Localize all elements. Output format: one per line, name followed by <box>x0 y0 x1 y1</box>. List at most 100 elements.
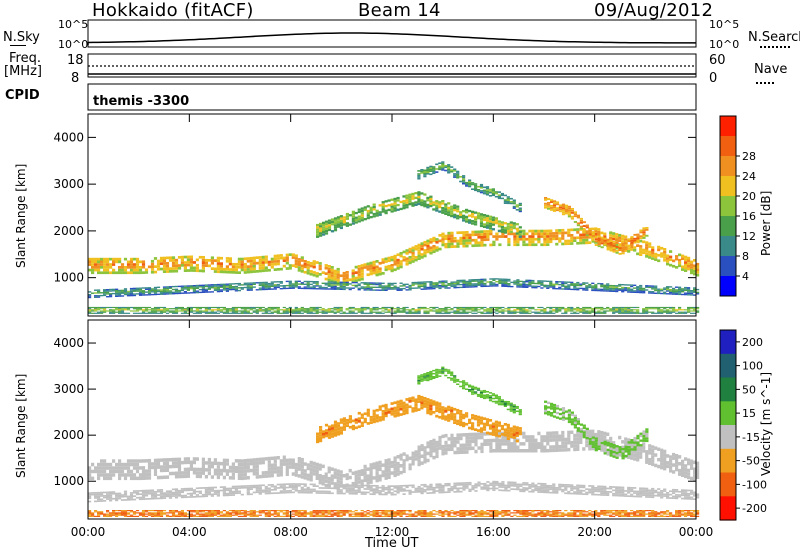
power-echo-cell <box>336 306 340 309</box>
power-echo-cell <box>555 231 559 235</box>
velocity-echo-cell <box>312 461 316 466</box>
power-echo-cell <box>687 259 691 263</box>
power-echo-cell <box>393 197 397 201</box>
power-echo-cell <box>657 312 661 314</box>
velocity-echo-cell <box>630 456 634 460</box>
velocity-echo-cell <box>411 455 415 459</box>
velocity-echo-cell <box>519 485 523 487</box>
power-echo-cell <box>351 281 355 284</box>
power-echo-cell <box>666 309 670 311</box>
power-echo-cell <box>231 308 235 310</box>
velocity-echo-cell <box>513 488 517 491</box>
power-echo-cell <box>360 264 364 267</box>
power-echo-cell <box>477 235 481 239</box>
power-echo-cell <box>570 281 574 284</box>
power-echo-cell <box>468 283 472 285</box>
power-echo-cell <box>288 253 292 256</box>
power-echo-cell <box>486 230 490 233</box>
velocity-echo-cell <box>141 466 146 470</box>
velocity-echo-cell <box>471 485 475 487</box>
power-echo-cell <box>687 306 691 309</box>
velocity-echo-cell <box>423 446 427 450</box>
power-echo-cell <box>588 229 592 232</box>
power-echo-cell <box>423 288 427 290</box>
power-echo-cell <box>165 291 170 294</box>
power-echo-cell <box>485 189 490 191</box>
velocity-echo-cell <box>375 478 379 483</box>
power-echo-cell <box>609 247 613 250</box>
velocity-echo-cell <box>468 432 472 437</box>
power-echo-cell <box>363 206 367 209</box>
power-echo-cell <box>405 249 409 252</box>
power-echo-cell <box>150 309 155 311</box>
power-echo-cell <box>549 229 553 233</box>
power-echo-cell <box>393 262 397 266</box>
velocity-echo-cell <box>207 464 211 469</box>
power-echo-cell <box>546 312 550 314</box>
velocity-echo-cell <box>603 435 607 439</box>
power-echo-cell <box>249 283 253 286</box>
power-echo-cell <box>246 306 250 309</box>
power-echo-cell <box>591 285 595 287</box>
power-echo-cell <box>100 311 104 313</box>
power-echo-cell <box>258 264 262 267</box>
power-echo-cell <box>618 312 622 314</box>
power-echo-cell <box>444 286 448 288</box>
velocity-echo-cell <box>351 471 355 475</box>
freq-label: Freq. <box>9 51 41 66</box>
power-echo-cell <box>261 261 265 264</box>
power-echo-cell <box>369 206 373 209</box>
power-echo-cell <box>351 272 355 275</box>
power-echo-cell <box>465 306 469 309</box>
power-echo-cell <box>390 282 394 285</box>
velocity-echo-cell <box>204 461 208 465</box>
velocity-echo-cell <box>186 496 190 498</box>
power-echo-cell <box>471 244 475 248</box>
power-echo-cell <box>648 245 652 248</box>
power-echo-cell <box>591 238 595 242</box>
velocity-echo-cell <box>531 489 535 491</box>
velocity-echo-cell <box>103 496 107 499</box>
power-echo-cell <box>162 264 167 268</box>
power-echo-cell <box>488 191 493 194</box>
power-echo-cell <box>192 306 196 309</box>
velocity-echo-cell <box>270 470 274 474</box>
power-echo-cell <box>518 207 522 210</box>
velocity-echo-cell <box>144 489 149 492</box>
power-echo-cell <box>234 265 238 269</box>
power-echo-cell <box>91 263 95 266</box>
velocity-echo-cell <box>558 434 562 438</box>
power-echo-cell <box>549 237 553 241</box>
velocity-echo-cell <box>204 493 208 496</box>
power-echo-cell <box>555 309 559 311</box>
power-echo-cell <box>606 286 610 288</box>
power-echo-cell <box>183 255 187 259</box>
power-echo-cell <box>324 312 328 314</box>
velocity-echo-cell <box>342 485 346 488</box>
power-echo-cell <box>501 281 505 283</box>
velocity-echo-cell <box>363 491 367 494</box>
power-echo-cell <box>387 309 391 311</box>
power-echo-cell <box>429 238 433 241</box>
velocity-echo-cell <box>480 446 484 450</box>
power-echo-cell <box>336 308 340 310</box>
power-echo-cell <box>633 312 637 314</box>
power-echo-cell <box>624 310 628 312</box>
velocity-echo-cell <box>144 494 149 497</box>
power-echo-cell <box>339 287 343 289</box>
power-echo-cell <box>273 281 277 283</box>
power-echo-cell <box>615 233 619 236</box>
power-echo-cell <box>249 267 253 271</box>
power-echo-cell <box>479 224 484 228</box>
velocity-echo-cell <box>324 490 328 493</box>
velocity-echo-cell <box>129 459 134 463</box>
velocity-echo-cell <box>561 441 565 445</box>
power-echo-cell <box>648 250 652 254</box>
power-echo-cell <box>201 306 205 309</box>
power-echo-cell <box>120 268 125 272</box>
power-echo-cell <box>573 287 577 289</box>
power-echo-cell <box>306 287 310 290</box>
power-echo-cell <box>462 214 466 217</box>
power-echo-cell <box>231 311 235 313</box>
power-echo-cell <box>497 229 501 233</box>
